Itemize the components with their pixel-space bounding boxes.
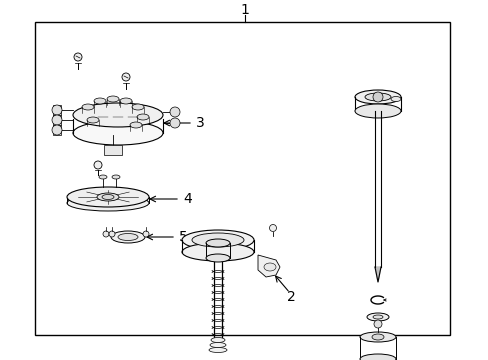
Ellipse shape: [107, 96, 119, 102]
Bar: [53, 105, 61, 115]
Circle shape: [142, 231, 149, 237]
Ellipse shape: [112, 175, 120, 179]
Ellipse shape: [82, 104, 94, 110]
Ellipse shape: [120, 98, 132, 104]
Text: 1: 1: [240, 3, 249, 17]
Ellipse shape: [372, 315, 382, 319]
Circle shape: [372, 92, 382, 102]
Ellipse shape: [359, 354, 395, 360]
Circle shape: [109, 231, 115, 237]
Ellipse shape: [208, 347, 226, 352]
Ellipse shape: [102, 194, 114, 199]
Ellipse shape: [354, 104, 400, 118]
Ellipse shape: [359, 332, 395, 342]
Circle shape: [52, 125, 62, 135]
Ellipse shape: [87, 117, 99, 123]
Circle shape: [94, 161, 102, 169]
Ellipse shape: [205, 254, 229, 262]
Ellipse shape: [94, 98, 106, 104]
Ellipse shape: [67, 187, 149, 207]
Ellipse shape: [364, 93, 390, 101]
Ellipse shape: [182, 230, 253, 250]
Circle shape: [373, 320, 381, 328]
Circle shape: [269, 225, 276, 231]
Ellipse shape: [182, 243, 253, 261]
Ellipse shape: [371, 334, 383, 340]
Ellipse shape: [97, 193, 119, 201]
Text: 2: 2: [286, 290, 295, 304]
Ellipse shape: [99, 175, 107, 179]
Circle shape: [52, 115, 62, 125]
Text: 5: 5: [179, 230, 187, 244]
Bar: [53, 115, 61, 125]
Ellipse shape: [73, 121, 163, 145]
Ellipse shape: [130, 122, 142, 128]
Ellipse shape: [192, 233, 244, 247]
Polygon shape: [374, 267, 380, 282]
Bar: [35, 22, 449, 335]
Ellipse shape: [264, 263, 275, 271]
Circle shape: [170, 107, 180, 117]
Ellipse shape: [137, 114, 149, 120]
Ellipse shape: [73, 103, 163, 127]
Text: 3: 3: [196, 116, 204, 130]
Ellipse shape: [118, 234, 138, 240]
Ellipse shape: [390, 96, 400, 102]
Ellipse shape: [67, 195, 149, 211]
Circle shape: [103, 231, 109, 237]
Bar: [104, 145, 122, 155]
Ellipse shape: [132, 104, 143, 110]
Ellipse shape: [205, 239, 229, 247]
Circle shape: [52, 105, 62, 115]
Ellipse shape: [111, 231, 145, 243]
Ellipse shape: [210, 338, 224, 342]
Circle shape: [74, 53, 82, 61]
Circle shape: [122, 73, 130, 81]
Polygon shape: [258, 255, 280, 277]
Bar: [53, 125, 61, 135]
Ellipse shape: [366, 313, 388, 321]
Ellipse shape: [209, 342, 225, 347]
Circle shape: [170, 118, 180, 128]
Text: 4: 4: [183, 192, 191, 206]
Ellipse shape: [354, 90, 400, 104]
